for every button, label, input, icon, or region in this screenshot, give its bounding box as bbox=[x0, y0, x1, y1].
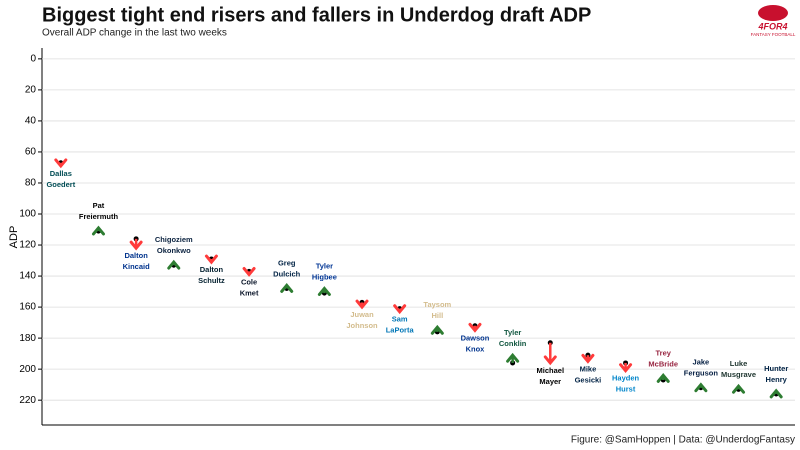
player-label: Hurst bbox=[616, 385, 636, 394]
logo-tagline: FANTASY FOOTBALL bbox=[751, 32, 796, 37]
player-label: Conklin bbox=[499, 339, 527, 348]
player-label: Okonkwo bbox=[157, 246, 191, 255]
player-label: Henry bbox=[766, 375, 788, 384]
player-label: Mike bbox=[580, 364, 597, 373]
arrow-head bbox=[129, 240, 143, 251]
y-tick-label: 200 bbox=[19, 364, 36, 375]
y-tick-label: 20 bbox=[25, 85, 37, 96]
arrow-head bbox=[167, 259, 181, 270]
player-label: Kincaid bbox=[123, 262, 151, 271]
player-label: Juwan bbox=[350, 310, 374, 319]
arrow-head bbox=[543, 355, 557, 366]
player-label: LaPorta bbox=[386, 326, 415, 335]
player-label: Musgrave bbox=[721, 370, 756, 379]
player-label: Goedert bbox=[46, 180, 75, 189]
y-tick-label: 120 bbox=[19, 240, 36, 251]
y-tick-label: 220 bbox=[19, 395, 36, 406]
player-label: Hunter bbox=[764, 364, 788, 373]
y-tick-label: 80 bbox=[25, 178, 37, 189]
arrow-head bbox=[619, 363, 633, 374]
player-label: Schultz bbox=[198, 276, 225, 285]
y-tick-label: 0 bbox=[30, 54, 36, 65]
player-label: Dawson bbox=[461, 333, 490, 342]
chart-title: Biggest tight end risers and fallers in … bbox=[42, 4, 591, 26]
player-label: Hill bbox=[431, 311, 443, 320]
arrow-head bbox=[769, 388, 783, 399]
arrow-head bbox=[468, 322, 482, 333]
arrow-head bbox=[732, 383, 746, 394]
player-label: Sam bbox=[392, 315, 408, 324]
player-label: Gesicki bbox=[575, 375, 602, 384]
arrow-head bbox=[280, 283, 294, 293]
grid bbox=[42, 58, 795, 401]
player-label: Cole bbox=[241, 277, 257, 286]
player-label: Hayden bbox=[612, 374, 640, 383]
arrow-head bbox=[91, 225, 105, 236]
y-tick-label: 40 bbox=[25, 116, 37, 127]
player-label: Trey bbox=[656, 348, 672, 357]
player-label: Michael bbox=[537, 366, 565, 375]
chart-subtitle: Overall ADP change in the last two weeks bbox=[42, 28, 227, 39]
logo-ball bbox=[758, 5, 788, 21]
y-tick-label: 180 bbox=[19, 333, 36, 344]
y-axis-label: ADP bbox=[8, 226, 20, 249]
arrow-head bbox=[506, 352, 520, 363]
player-label: Freiermuth bbox=[79, 212, 119, 221]
player-label: Luke bbox=[730, 359, 748, 368]
player-label: Dallas bbox=[50, 169, 72, 178]
y-tick-label: 160 bbox=[19, 302, 36, 313]
player-label: Dalton bbox=[200, 265, 224, 274]
player-label: Pat bbox=[93, 201, 105, 210]
player-label: Dulcich bbox=[273, 269, 301, 278]
player-label: Kmet bbox=[240, 288, 259, 297]
y-tick-label: 140 bbox=[19, 271, 36, 282]
arrow-head bbox=[242, 267, 256, 277]
player-label: Jake bbox=[693, 358, 710, 367]
arrow-head bbox=[317, 286, 331, 296]
logo: 4FOR4 FANTASY FOOTBALL bbox=[751, 5, 796, 37]
arrow-head bbox=[204, 254, 218, 265]
arrow-head bbox=[694, 382, 708, 393]
player-label: McBride bbox=[648, 359, 678, 368]
player-label: Higbee bbox=[312, 272, 337, 281]
arrow-head bbox=[54, 158, 68, 169]
player-label: Dalton bbox=[124, 251, 148, 260]
player-label: Knox bbox=[466, 344, 486, 353]
y-tick-label: 100 bbox=[19, 209, 36, 220]
player-label: Ferguson bbox=[684, 369, 719, 378]
y-tick-label: 60 bbox=[25, 147, 37, 158]
player-label: Tyler bbox=[504, 328, 521, 337]
arrow-head bbox=[656, 373, 670, 383]
caption: Figure: @SamHoppen | Data: @UnderdogFant… bbox=[571, 435, 795, 446]
player-label: Mayer bbox=[539, 377, 561, 386]
arrow-head bbox=[430, 324, 444, 335]
arrow-head bbox=[581, 353, 595, 364]
arrow-head bbox=[355, 299, 369, 310]
player-label: Chigoziem bbox=[155, 235, 193, 244]
arrow-head bbox=[393, 304, 407, 315]
player-label: Tyler bbox=[316, 261, 333, 270]
player-label: Greg bbox=[278, 258, 296, 267]
player-label: Taysom bbox=[423, 300, 451, 309]
player-label: Johnson bbox=[346, 321, 378, 330]
logo-brand: 4FOR4 bbox=[757, 21, 787, 31]
